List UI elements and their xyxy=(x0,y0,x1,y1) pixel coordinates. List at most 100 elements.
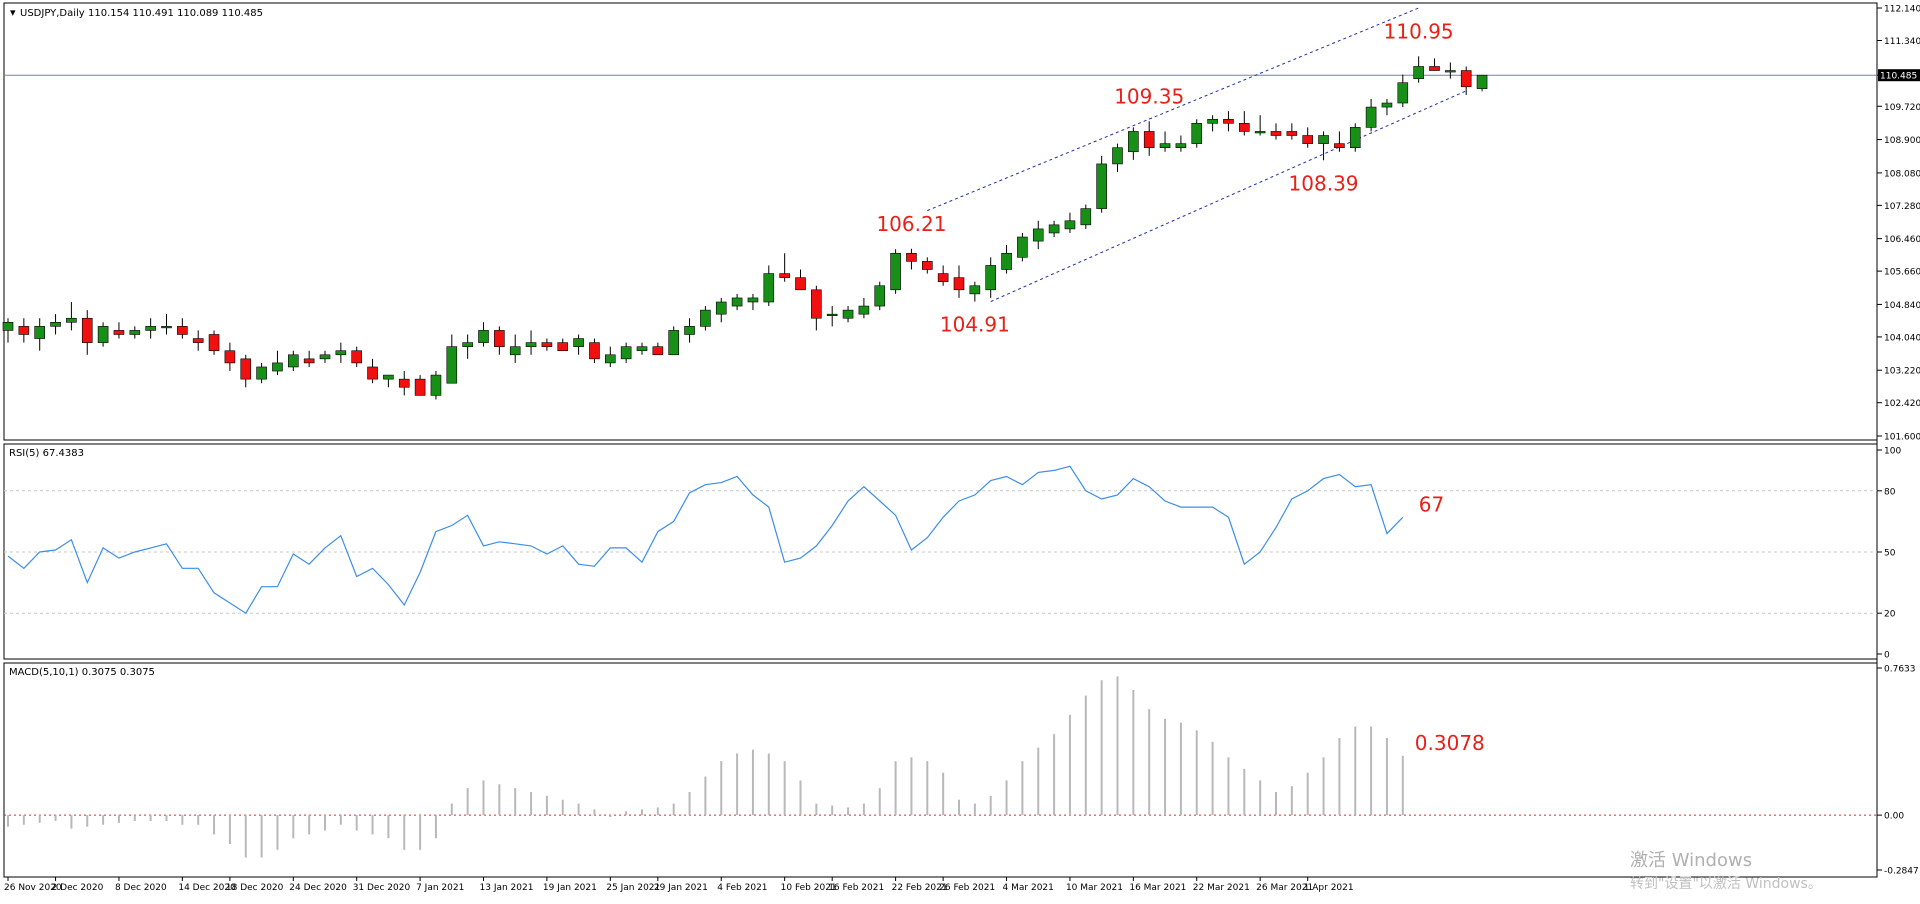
candle-bull xyxy=(1032,228,1044,242)
time-axis-label: 22 Feb 2021 xyxy=(892,883,948,893)
time-axis-label: 10 Feb 2021 xyxy=(781,883,837,893)
candle-bull xyxy=(1381,102,1393,108)
price-annotation: 109.35 xyxy=(1114,84,1184,108)
candle-bull xyxy=(985,265,997,291)
time-axis-label: 26 Nov 2020 xyxy=(4,883,62,893)
candle-bear xyxy=(795,277,806,291)
candle-bull xyxy=(620,346,632,360)
candle-bear xyxy=(81,317,93,343)
price-axis-label: 111.340 xyxy=(1884,37,1920,47)
candle-bull xyxy=(858,305,870,315)
candle-bull xyxy=(668,330,680,356)
candle-bull xyxy=(826,313,838,316)
macd-axis-label: 0.00 xyxy=(1884,812,1904,822)
candle-bull xyxy=(430,374,442,396)
rsi-label: RSI(5) 67.4383 xyxy=(9,448,84,459)
candle-bear xyxy=(398,378,410,388)
candle-bear xyxy=(351,350,363,364)
candle-bull xyxy=(604,354,616,364)
price-annotation: 108.39 xyxy=(1289,171,1359,195)
candle-bear xyxy=(953,277,965,291)
macd-panel-border xyxy=(3,662,1878,878)
candle-bull xyxy=(969,285,981,295)
candle-bear xyxy=(541,342,553,347)
candle-bull xyxy=(1128,131,1139,153)
time-axis-label: 24 Dec 2020 xyxy=(289,883,347,893)
candle-bear xyxy=(224,350,236,364)
time-axis-label: 26 Feb 2021 xyxy=(939,883,995,893)
rsi-axis-label: 50 xyxy=(1884,549,1896,559)
candle-bear xyxy=(811,289,822,319)
candle-bear xyxy=(1143,131,1155,148)
watermark-title: 激活 Windows xyxy=(1630,850,1752,871)
time-axis-label: 19 Jan 2021 xyxy=(543,883,597,893)
time-axis-label: 14 Dec 2020 xyxy=(178,883,236,893)
candle-bull xyxy=(1397,82,1409,104)
candle-bull xyxy=(97,326,109,343)
price-axis-label: 106.460 xyxy=(1884,235,1920,245)
macd-label: MACD(5,10,1) 0.3075 0.3075 xyxy=(9,667,155,678)
candle-bear xyxy=(494,330,505,347)
macd-axis-label: -0.2847 xyxy=(1884,867,1919,877)
candle-bull xyxy=(1365,106,1377,128)
channel-upper-line xyxy=(927,7,1419,212)
candle-bear xyxy=(557,342,569,352)
candle-bull xyxy=(129,330,141,335)
candle-bull xyxy=(763,273,775,303)
price-axis-label: 112.140 xyxy=(1884,5,1920,15)
time-axis-label: 1 Apr 2021 xyxy=(1304,883,1354,893)
price-axis-label: 101.600 xyxy=(1884,433,1920,443)
candle-bear xyxy=(1460,70,1472,88)
price-axis-label: 104.840 xyxy=(1884,301,1920,311)
candle-bear xyxy=(414,378,426,396)
rsi-axis-label: 100 xyxy=(1884,447,1901,457)
candle-bull xyxy=(747,297,759,303)
candle-bull xyxy=(272,362,283,372)
macd-series-layer: 0.3078 xyxy=(4,676,1877,858)
candle-bull xyxy=(1476,74,1488,89)
price-series-layer: 110.95 109.35 106.21 104.91 108.39 xyxy=(2,7,1877,400)
rsi-axis-label: 20 xyxy=(1884,610,1896,620)
candle-bear xyxy=(1270,131,1282,136)
time-axis-label: 26 Mar 2021 xyxy=(1256,883,1313,893)
time-axis-label: 31 Dec 2020 xyxy=(353,883,411,893)
candle-bull xyxy=(1191,123,1203,144)
time-axis-label: 29 Jan 2021 xyxy=(654,883,708,893)
candle-bull xyxy=(1159,143,1171,148)
candle-bear xyxy=(113,330,125,335)
price-axis-label: 108.900 xyxy=(1884,136,1920,146)
candle-bull xyxy=(1413,66,1424,79)
candle-bull xyxy=(874,285,886,307)
candle-bull xyxy=(287,354,299,368)
time-axis-label: 13 Jan 2021 xyxy=(480,883,534,893)
candle-bear xyxy=(303,358,315,364)
candle-bull xyxy=(446,346,458,384)
time-axis-label: 18 Dec 2020 xyxy=(226,883,284,893)
time-axis-label: 8 Dec 2020 xyxy=(115,883,167,893)
current-price-tag xyxy=(1878,69,1920,82)
candle-bull xyxy=(890,252,901,291)
candle-bull xyxy=(573,338,584,347)
candle-bull xyxy=(319,354,331,360)
candle-bull xyxy=(1096,163,1107,209)
price-axis-label: 102.420 xyxy=(1884,399,1920,409)
candle-bear xyxy=(1302,135,1313,144)
candle-bear xyxy=(1286,131,1298,136)
candle-bull xyxy=(715,301,727,315)
symbol-dropdown-icon[interactable]: ▾ xyxy=(10,6,16,19)
candle-bear xyxy=(192,338,204,343)
price-axis-label: 108.080 xyxy=(1884,169,1920,179)
symbol-label: USDJPY,Daily xyxy=(20,8,85,19)
candle-bear xyxy=(937,273,949,282)
candle-bull xyxy=(700,309,711,327)
candle-bull xyxy=(1017,236,1028,258)
candle-bear xyxy=(1239,123,1250,132)
candle-bull xyxy=(161,326,172,329)
candle-bull xyxy=(478,330,489,343)
ohlc-label: 110.154 110.491 110.089 110.485 xyxy=(88,8,263,19)
price-axis-label: 105.660 xyxy=(1884,268,1920,278)
candle-bear xyxy=(1429,66,1440,71)
candle-bull xyxy=(842,309,854,319)
price-annotation: 104.91 xyxy=(940,313,1010,337)
